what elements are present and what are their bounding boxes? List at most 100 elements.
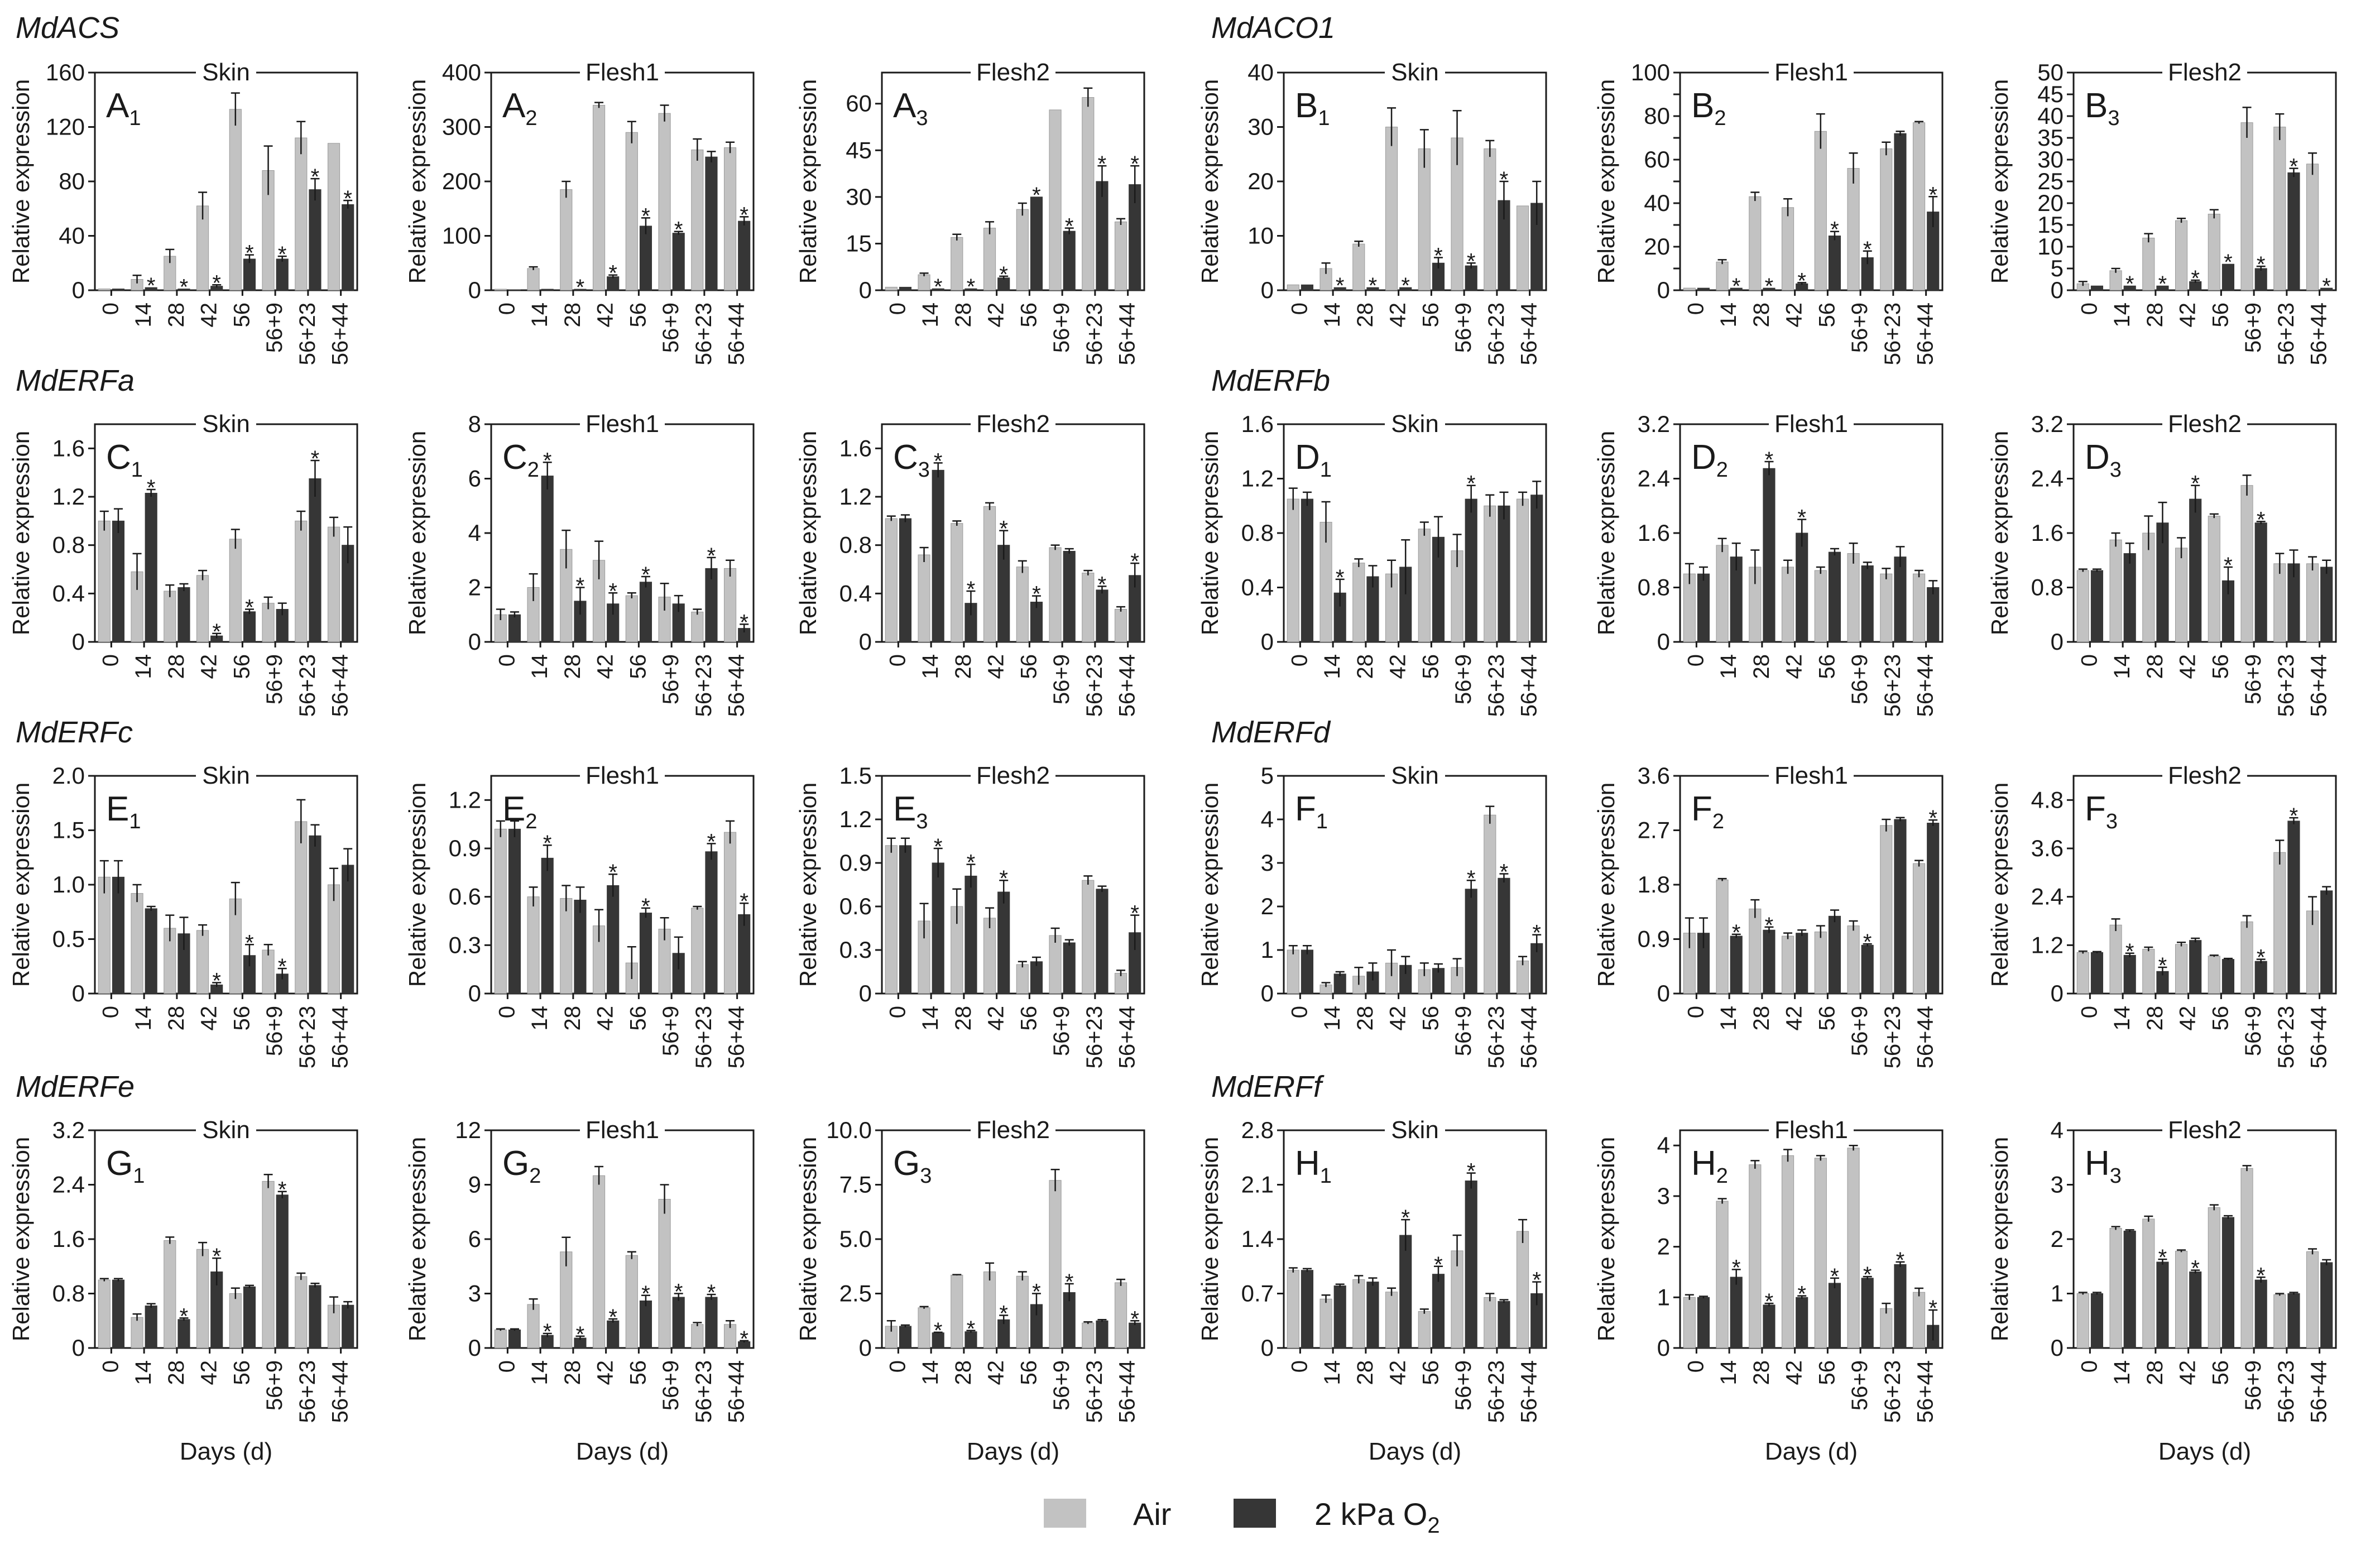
y-tick-label: 8 xyxy=(468,411,481,437)
significance-star: * xyxy=(1098,572,1107,597)
significance-star: * xyxy=(608,579,617,603)
bar-air xyxy=(527,1304,540,1349)
category-label: 0 xyxy=(1683,303,1708,315)
y-tick-label: 0.5 xyxy=(52,926,85,952)
y-tick-label: 1 xyxy=(1261,937,1274,963)
bar-low-o2 xyxy=(2287,172,2300,291)
category-label: 56+23 xyxy=(1880,654,1905,717)
bar-low-o2 xyxy=(2221,1217,2235,1349)
category-label: 56 xyxy=(229,1006,254,1031)
category-label: 56+23 xyxy=(692,654,716,717)
bar-air xyxy=(327,526,340,642)
tissue-label-gap xyxy=(580,1128,665,1133)
panel-letter: D2 xyxy=(1691,438,1728,482)
panel-letter-main: B xyxy=(1691,87,1714,125)
bar-air xyxy=(527,268,540,291)
bar-low-o2 xyxy=(1366,287,1379,291)
bar-low-o2 xyxy=(1498,505,1510,642)
bar-air xyxy=(918,1307,930,1349)
bar-air xyxy=(164,1240,176,1349)
category-label: 14 xyxy=(1320,654,1345,679)
y-tick-label: 100 xyxy=(1631,59,1670,85)
bar-low-o2 xyxy=(932,288,944,291)
bar-air xyxy=(1385,127,1398,291)
significance-star: * xyxy=(1500,167,1509,192)
category-label: 56+44 xyxy=(328,1360,353,1423)
bar-low-o2 xyxy=(276,1194,289,1349)
panel-d2: Flesh1 D2 0 0.8 1.6 2.4 3.2 Relative expression… xyxy=(1593,410,1944,717)
significance-star: * xyxy=(2158,953,2167,978)
panel-letter-subscript: 3 xyxy=(916,107,928,130)
significance-star: * xyxy=(1765,1289,1774,1314)
category-label: 14 xyxy=(918,1360,943,1385)
category-label: 28 xyxy=(2143,303,2167,328)
y-tick-label: 0 xyxy=(1261,628,1274,655)
y-tick-label: 0 xyxy=(859,628,872,655)
x-axis-label: Days (d) xyxy=(967,1438,1059,1465)
bar-air xyxy=(262,949,275,994)
panel-d1: Skin D1 0 0.4 0.8 1.2 1.6 Relative expression 0 *… xyxy=(1197,410,1547,717)
bar-low-o2 xyxy=(2254,1279,2267,1349)
bar-air xyxy=(229,109,242,291)
category-label: 28 xyxy=(164,1360,189,1385)
tissue-label: Flesh1 xyxy=(586,59,659,86)
bar-air xyxy=(2208,956,2220,994)
category-label: 28 xyxy=(1749,303,1774,328)
panel-letter: D1 xyxy=(1295,438,1332,482)
category-label: 56+9 xyxy=(1848,1360,1872,1410)
tissue-label-gap xyxy=(1385,1128,1445,1133)
panel-letter-main: G xyxy=(893,1144,920,1183)
panel-letter-subscript: 3 xyxy=(918,458,930,482)
y-tick-label: 1.6 xyxy=(52,1226,85,1252)
bar-low-o2 xyxy=(508,614,521,642)
category-label: 56+44 xyxy=(1913,1006,1938,1068)
y-tick-label: 1.4 xyxy=(1241,1226,1274,1252)
y-tick-label: 0 xyxy=(468,1335,481,1361)
y-axis-label: Relative expression xyxy=(8,79,34,284)
y-tick-label: 10 xyxy=(1247,223,1274,249)
y-axis-label: Relative expression xyxy=(1593,783,1619,987)
category-label: 14 xyxy=(527,1006,552,1031)
category-label: 56+9 xyxy=(262,303,287,353)
gene-title-mderfb: MdERFb xyxy=(1211,364,1330,397)
legend-low-o2-label: 2 kPa O2 xyxy=(1314,1496,1440,1538)
bar-air xyxy=(1082,573,1095,642)
bar-low-o2 xyxy=(1498,877,1510,994)
category-label: 56 xyxy=(229,303,254,328)
bar-low-o2 xyxy=(1894,556,1907,642)
bar-low-o2 xyxy=(1697,1297,1710,1349)
panel-letter-subscript: 2 xyxy=(1716,1164,1728,1188)
category-label: 56+23 xyxy=(2274,1360,2299,1423)
category-label: 56+44 xyxy=(1913,1360,1938,1423)
category-label: 56+9 xyxy=(262,1360,287,1410)
significance-star: * xyxy=(147,274,156,298)
tissue-label-gap xyxy=(1769,1128,1854,1133)
significance-star: * xyxy=(2158,1245,2167,1270)
bar-low-o2 xyxy=(1498,1301,1510,1349)
significance-star: * xyxy=(1401,1206,1410,1230)
category-label: 56+23 xyxy=(295,1360,320,1423)
bar-air xyxy=(98,289,111,291)
category-label: 56 xyxy=(626,654,650,679)
bar-low-o2 xyxy=(1894,819,1907,994)
y-tick-label: 0 xyxy=(1261,980,1274,1006)
significance-star: * xyxy=(999,262,1008,287)
bar-air xyxy=(625,1255,638,1349)
tissue-label-gap xyxy=(971,70,1055,75)
bar-low-o2 xyxy=(1301,498,1314,642)
bar-low-o2 xyxy=(1063,551,1076,642)
category-label: 0 xyxy=(1683,1360,1708,1373)
bar-air xyxy=(885,286,898,291)
tissue-label: Flesh2 xyxy=(2168,1116,2242,1144)
significance-star: * xyxy=(278,242,287,267)
bar-low-o2 xyxy=(1796,933,1808,994)
y-tick-label: 2.1 xyxy=(1241,1172,1274,1198)
panel-letter: F2 xyxy=(1691,790,1724,833)
bar-air xyxy=(2273,127,2286,291)
category-label: 56+9 xyxy=(1049,303,1074,353)
tissue-label-gap xyxy=(2162,70,2247,75)
panel-letter: E3 xyxy=(893,790,928,833)
bar-low-o2 xyxy=(1763,929,1776,994)
